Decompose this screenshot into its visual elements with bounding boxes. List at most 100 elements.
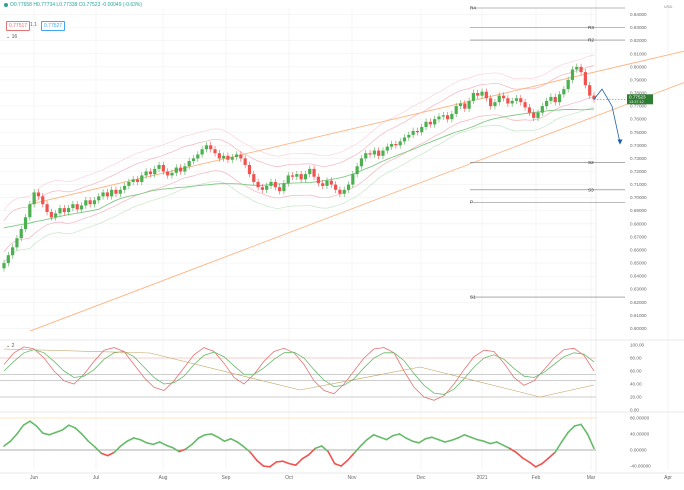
candle-body[interactable] [45,204,49,213]
candle-body[interactable] [372,150,376,155]
candle-body[interactable] [489,98,493,107]
candle-body[interactable] [144,171,148,176]
candle-body[interactable] [514,98,519,101]
candle-body[interactable] [114,189,118,194]
candle-body[interactable] [334,184,338,190]
candle-body[interactable] [247,164,252,175]
candle-body[interactable] [493,102,497,107]
candle-body[interactable] [312,168,316,177]
candle-body[interactable] [15,238,19,248]
candle-body[interactable] [545,100,549,107]
candle-body[interactable] [394,144,398,146]
candle-body[interactable] [467,100,471,109]
candle-body[interactable] [170,172,174,176]
candle-body[interactable] [583,72,587,86]
candle-body[interactable] [536,112,540,118]
candle-body[interactable] [381,150,385,156]
candle-body[interactable] [441,115,445,117]
candle-body[interactable] [437,116,441,120]
candle-body[interactable] [389,144,394,147]
candle-body[interactable] [178,167,183,172]
candle-body[interactable] [273,181,277,188]
candle-body[interactable] [290,175,295,177]
candle-body[interactable] [523,102,527,108]
candle-body[interactable] [553,96,557,103]
candle-body[interactable] [308,168,312,175]
candle-body[interactable] [84,200,88,206]
candle-body[interactable] [127,181,131,186]
candle-body[interactable] [196,154,200,159]
candle-body[interactable] [101,192,105,197]
candle-body[interactable] [295,174,299,177]
candle-body[interactable] [66,208,71,213]
candle-body[interactable] [183,166,187,172]
candle-body[interactable] [49,212,53,218]
oscillator-legend[interactable]: ⌄ 2 [6,343,15,349]
candle-body[interactable] [110,189,114,197]
candle-body[interactable] [355,166,359,175]
candle-body[interactable] [209,145,213,150]
candle-body[interactable] [239,154,243,159]
main-indicator-legend[interactable]: ⌄ 16 [6,34,18,40]
candle-body[interactable] [338,189,342,194]
candle-body[interactable] [420,127,424,133]
candle-body[interactable] [269,181,273,186]
candle-body[interactable] [213,149,217,154]
candle-body[interactable] [2,263,6,269]
candle-body[interactable] [402,137,407,142]
candle-body[interactable] [234,154,239,158]
candle-body[interactable] [265,185,269,190]
candle-body[interactable] [230,157,234,160]
candle-body[interactable] [321,183,325,186]
candle-body[interactable] [187,161,191,167]
candle-body[interactable] [161,164,165,172]
candle-body[interactable] [303,174,308,180]
candle-body[interactable] [191,158,196,162]
candle-body[interactable] [122,185,127,190]
candle-body[interactable] [415,130,420,133]
candle-body[interactable] [588,85,592,96]
candle-body[interactable] [364,153,368,159]
candle-body[interactable] [407,134,411,138]
candle-body[interactable] [510,100,514,104]
candle-body[interactable] [325,180,329,186]
candle-body[interactable] [200,149,204,155]
candle-body[interactable] [471,93,476,101]
candle-body[interactable] [549,96,553,101]
candle-body[interactable] [243,158,247,165]
candle-body[interactable] [166,171,170,176]
candle-body[interactable] [28,204,32,218]
candle-body[interactable] [501,95,506,99]
candle-body[interactable] [463,103,467,109]
candle-body[interactable] [204,145,209,150]
candle-body[interactable] [433,119,437,125]
candle-body[interactable] [428,121,432,125]
candle-body[interactable] [282,183,286,192]
candle-body[interactable] [458,103,463,107]
candle-body[interactable] [75,204,79,210]
candle-body[interactable] [527,107,532,113]
candle-body[interactable] [342,189,346,194]
candle-body[interactable] [484,91,488,99]
candle-body[interactable] [256,181,260,188]
candle-body[interactable] [346,184,351,190]
candle-body[interactable] [260,187,264,190]
candle-body[interactable] [540,106,544,113]
candle-body[interactable] [562,89,566,95]
candle-body[interactable] [519,98,523,103]
candle-body[interactable] [222,155,226,159]
candle-body[interactable] [592,95,596,100]
candle-body[interactable] [140,175,144,182]
candle-body[interactable] [506,98,510,104]
candle-body[interactable] [23,217,28,230]
candle-body[interactable] [71,204,75,209]
candle-body[interactable] [359,158,364,167]
candle-body[interactable] [497,95,501,103]
candle-body[interactable] [153,168,157,175]
candle-body[interactable] [454,106,458,114]
candle-body[interactable] [118,189,122,194]
candle-body[interactable] [557,94,562,103]
candle-body[interactable] [36,192,41,197]
projection-path[interactable] [593,88,621,143]
